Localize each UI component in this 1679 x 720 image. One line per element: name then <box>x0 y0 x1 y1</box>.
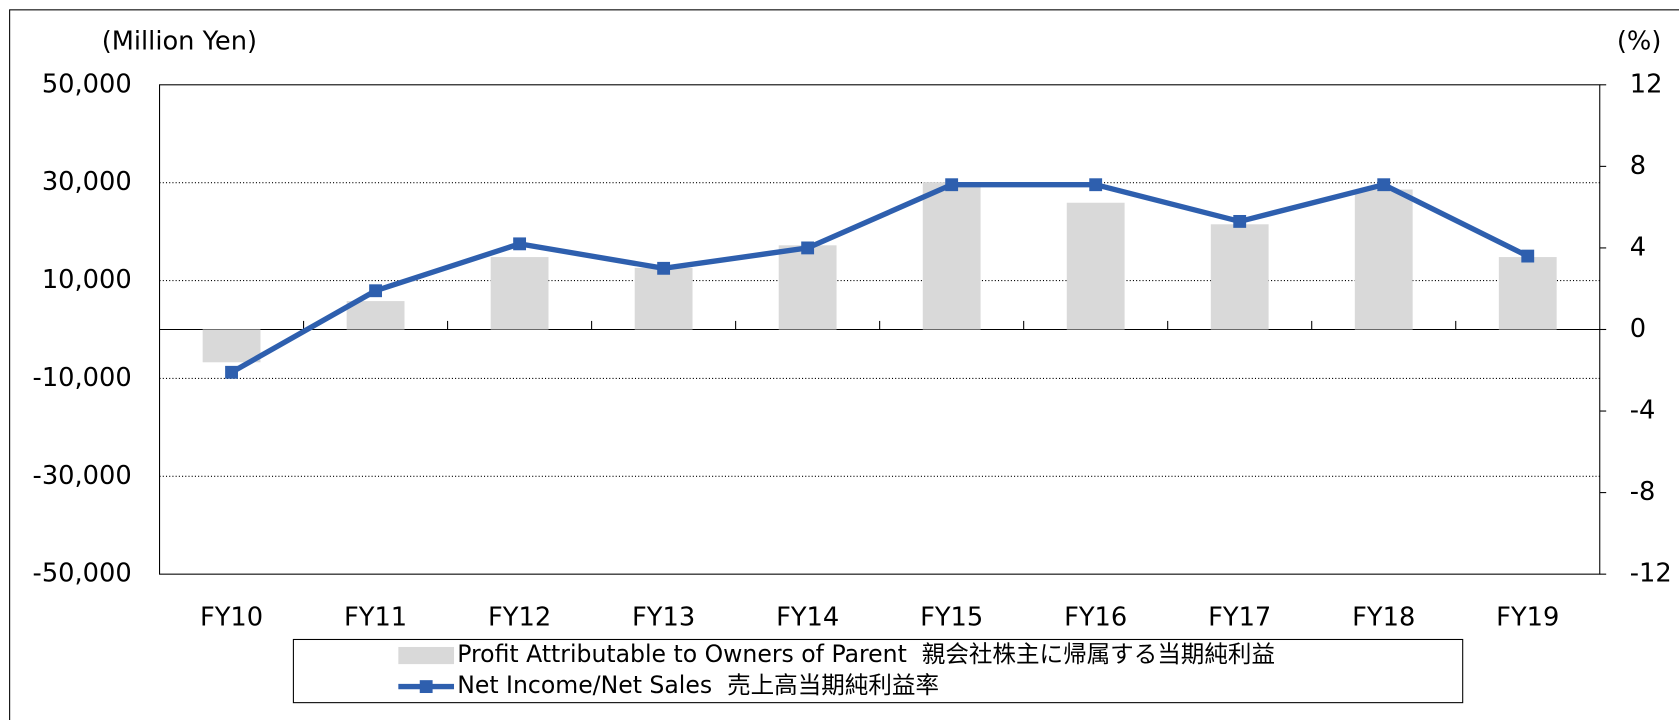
bar <box>1210 224 1269 330</box>
legend-swatch <box>398 646 455 665</box>
line-marker <box>801 241 815 255</box>
x-tick-label: FY19 <box>1496 603 1559 633</box>
legend-swatch-marker <box>419 680 433 694</box>
bar <box>1066 202 1125 330</box>
y2-tick-label: -12 <box>1630 559 1672 589</box>
line-marker <box>225 365 238 379</box>
line <box>230 181 1529 375</box>
y2-tick-label: 8 <box>1630 151 1646 181</box>
y2-tick-label: -8 <box>1630 477 1656 507</box>
line-marker <box>513 237 527 251</box>
bar <box>922 182 981 330</box>
y2-tick-label: 12 <box>1630 69 1663 99</box>
line-marker <box>945 178 959 192</box>
legend-box <box>292 638 1464 704</box>
y-tick-label: 10,000 <box>42 265 132 295</box>
bar <box>490 257 549 330</box>
y2-tick-label: -4 <box>1630 396 1656 426</box>
bar <box>778 245 837 330</box>
y-tick-label: -30,000 <box>33 461 132 491</box>
line-marker <box>1233 214 1247 228</box>
x-tick-label: FY16 <box>1064 603 1127 633</box>
chart-border <box>9 9 1679 720</box>
line-marker <box>369 284 383 298</box>
line-marker <box>657 261 671 275</box>
bar <box>346 301 405 330</box>
y-tick-label: 50,000 <box>42 69 132 99</box>
legend-label: Net Income/Net Sales 売上高当期純利益率 <box>457 671 939 699</box>
x-tick-label: FY12 <box>488 603 551 633</box>
x-tick-label: FY15 <box>920 603 983 633</box>
x-tick-label: FY13 <box>632 603 695 633</box>
y-axis-label: (Million Yen) <box>102 26 257 56</box>
y-tick-label: -50,000 <box>33 559 132 589</box>
bar <box>634 267 693 330</box>
line-marker <box>1377 178 1391 192</box>
y-tick-label: 30,000 <box>42 167 132 197</box>
x-tick-label: FY10 <box>200 603 263 633</box>
bar <box>1498 257 1557 330</box>
y2-axis-label: (%) <box>1617 26 1661 56</box>
line-marker <box>1089 178 1103 192</box>
x-tick-label: FY14 <box>776 603 839 633</box>
x-tick-label: FY18 <box>1352 603 1415 633</box>
bar <box>1354 189 1413 330</box>
y2-tick-label: 0 <box>1630 314 1646 344</box>
line-marker <box>1521 249 1535 263</box>
bar <box>202 329 261 363</box>
x-tick-label: FY11 <box>344 603 407 633</box>
y2-tick-label: 4 <box>1630 232 1646 262</box>
legend-label: Profit Attributable to Owners of Parent … <box>457 640 1275 668</box>
y-tick-label: -10,000 <box>33 363 132 393</box>
x-tick-label: FY17 <box>1208 603 1271 633</box>
